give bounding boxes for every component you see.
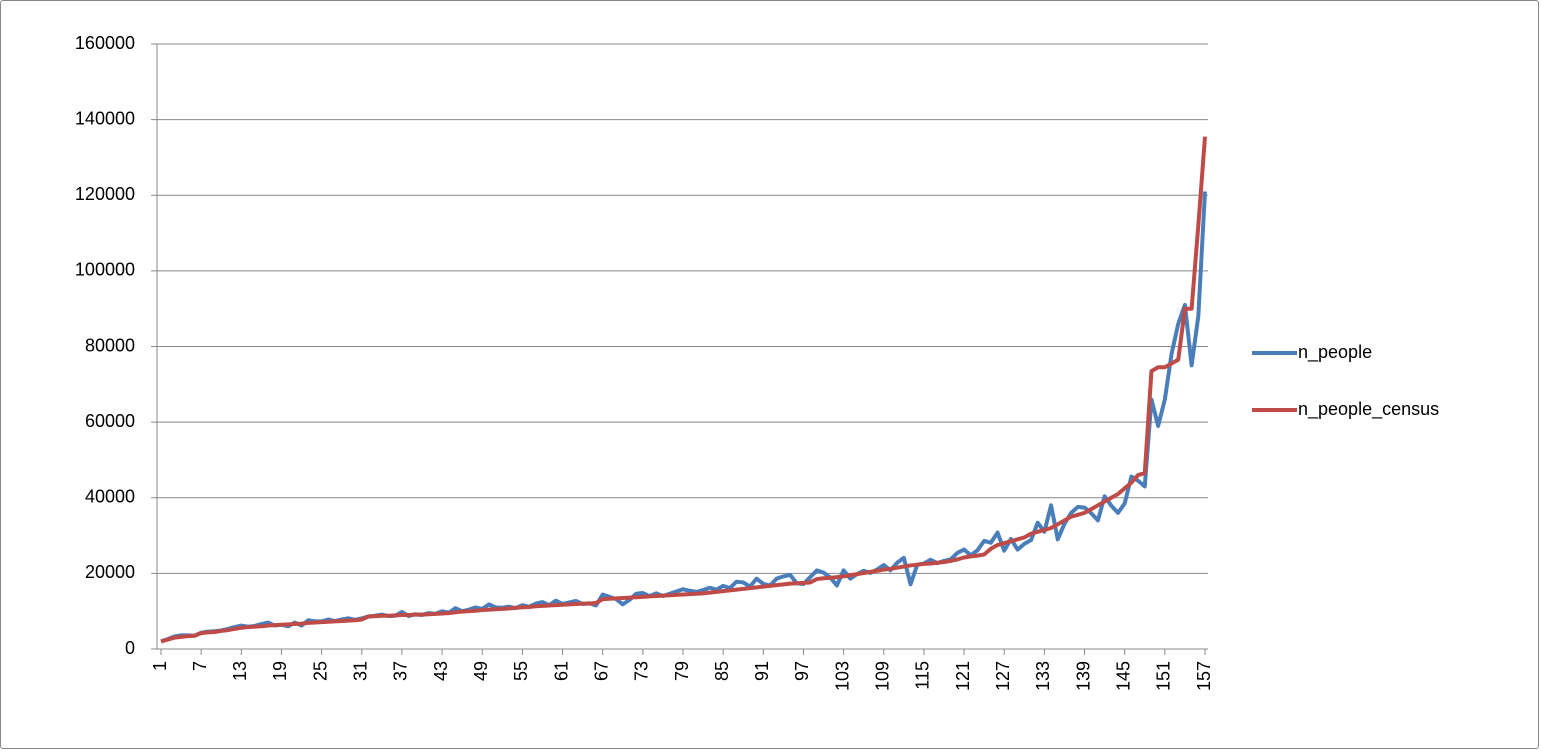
x-tick-label: 43 [431, 661, 451, 681]
legend-label: n_people_census [1298, 399, 1439, 420]
series-line [160, 136, 1207, 644]
x-tick-label: 37 [391, 661, 411, 681]
x-tick-label: 49 [471, 661, 491, 681]
y-tick-label: 140000 [75, 108, 135, 128]
x-tick-label: 109 [873, 661, 893, 691]
x-tick-label: 79 [672, 661, 692, 681]
y-tick-label: 20000 [85, 562, 135, 582]
x-tick-label: 127 [993, 661, 1013, 691]
legend-label: n_people [1298, 342, 1372, 363]
x-tick-label: 145 [1113, 661, 1133, 691]
y-tick-label: 120000 [75, 184, 135, 204]
y-tick-label: 40000 [85, 487, 135, 507]
y-tick-label: 80000 [85, 335, 135, 355]
x-tick-label: 139 [1073, 661, 1093, 691]
x-tick-label: 97 [792, 661, 812, 681]
series-line [160, 191, 1207, 644]
x-tick-label: 157 [1194, 661, 1214, 691]
x-tick-label: 13 [230, 661, 250, 681]
x-tick-label: 19 [270, 661, 290, 681]
x-tick-label: 67 [591, 661, 611, 681]
x-tick-label: 31 [351, 661, 371, 681]
x-tick-label: 151 [1154, 661, 1174, 691]
x-tick-label: 7 [190, 661, 210, 671]
x-tick-label: 91 [752, 661, 772, 681]
y-tick-label: 60000 [85, 411, 135, 431]
x-tick-label: 103 [832, 661, 852, 691]
x-tick-label: 1 [150, 661, 170, 671]
x-tick-label: 73 [632, 661, 652, 681]
x-tick-label: 55 [511, 661, 531, 681]
x-tick-label: 121 [953, 661, 973, 691]
y-tick-label: 100000 [75, 260, 135, 280]
x-tick-label: 133 [1033, 661, 1053, 691]
x-tick-label: 25 [310, 661, 330, 681]
y-tick-label: 160000 [75, 33, 135, 53]
x-tick-label: 61 [551, 661, 571, 681]
x-tick-label: 85 [712, 661, 732, 681]
y-tick-label: 0 [125, 638, 135, 658]
x-tick-label: 115 [913, 661, 933, 690]
